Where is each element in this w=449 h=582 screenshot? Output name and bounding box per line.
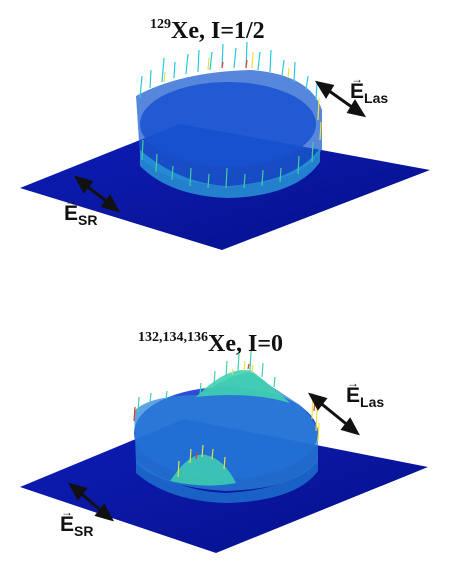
panel-title: 129Xe, I=1/2	[150, 17, 265, 45]
title-isotope-superscript: 129	[150, 17, 171, 32]
ring-front-lobe	[170, 454, 236, 486]
e-sr-subscript: SR	[78, 212, 98, 229]
e-las-arrow	[307, 392, 361, 436]
title-main-text: Xe, I=0	[208, 331, 283, 357]
e-sr-label: → ESR	[60, 506, 94, 540]
e-las-arrow	[314, 80, 367, 118]
ring-front-wall	[140, 148, 320, 198]
ring-spikes	[139, 41, 322, 189]
e-sr-arrow	[67, 482, 115, 522]
vector-arrow-glyph: →	[61, 505, 73, 519]
panel-xe-even: 132,134,136Xe, I=0	[0, 291, 449, 582]
panel-title: 132,134,136Xe, I=0	[138, 330, 283, 358]
surface-plot	[20, 350, 428, 553]
title-isotope-superscript: 132,134,136	[138, 330, 208, 345]
e-sr-symbol: E	[60, 513, 75, 536]
e-sr-arrow	[73, 175, 121, 213]
ring-wall	[136, 70, 322, 186]
e-las-subscript: Las	[360, 394, 385, 411]
e-las-label: → ELas	[350, 73, 389, 107]
surface-plot	[20, 41, 430, 250]
e-las-subscript: Las	[364, 90, 389, 107]
ring-back-lobe	[196, 370, 290, 403]
panel-xe129: 129Xe, I=1/2	[20, 17, 430, 250]
e-sr-subscript: SR	[74, 523, 94, 540]
ring-spikes	[133, 350, 320, 478]
e-sr-label: → ESR	[64, 195, 98, 229]
e-las-symbol: E	[346, 384, 361, 407]
ring-wall	[134, 372, 318, 491]
vector-arrow-glyph: →	[347, 376, 359, 390]
ring-front-wall	[136, 459, 318, 503]
e-sr-symbol: E	[64, 202, 79, 225]
e-las-label: → ELas	[346, 377, 385, 411]
title-main-text: Xe, I=1/2	[171, 18, 265, 44]
vector-arrow-glyph: →	[65, 194, 77, 208]
vector-arrow-glyph: →	[351, 72, 363, 86]
e-las-symbol: E	[350, 80, 365, 103]
